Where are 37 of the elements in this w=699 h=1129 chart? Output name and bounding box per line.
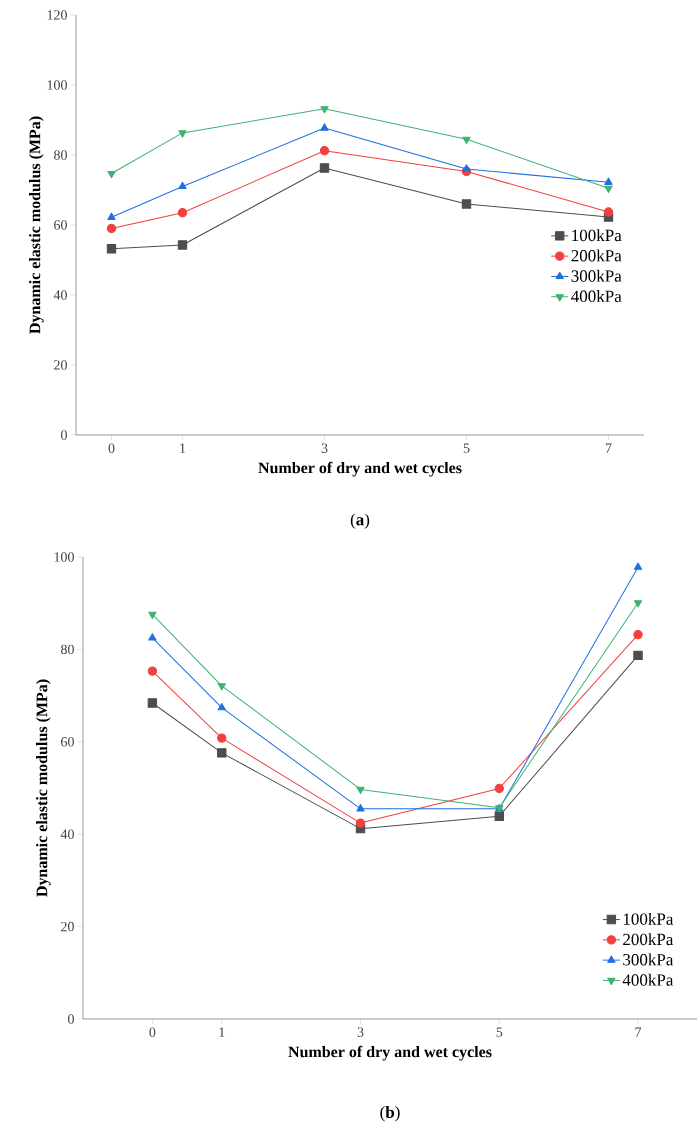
y-tick-label: 40 — [60, 829, 74, 839]
y-tick-label: 100 — [54, 552, 74, 562]
legend-label: 400kPa — [622, 973, 674, 986]
legend-label: 100kPa — [572, 229, 622, 242]
y-tick-label: 20 — [61, 921, 74, 932]
x-axis-title: Number of dry and wet cycles — [288, 1045, 492, 1061]
y-tick-label: 60 — [54, 220, 67, 230]
y-tick-label: 0 — [61, 430, 67, 440]
y-axis-title: Dynamic elastic modulus (MPa) — [36, 679, 51, 897]
x-tick-label: 3 — [321, 443, 328, 453]
x-tick-label: 1 — [219, 1027, 225, 1037]
legend-label: 300kPa — [571, 269, 622, 282]
legend-label: 100kPa — [623, 912, 674, 925]
y-axis-title: Dynamic elastic modulus (MPa) — [29, 116, 44, 334]
x-tick-label: 5 — [463, 443, 470, 453]
text: (b) — [380, 1106, 400, 1122]
y-tick-label: 20 — [54, 360, 67, 370]
legend-label: 300kPa — [623, 953, 674, 966]
y-tick-label: 80 — [54, 150, 67, 160]
y-tick-label: 120 — [47, 10, 67, 20]
x-tick-label: 0 — [108, 443, 115, 453]
x-tick-label: 1 — [180, 443, 186, 453]
y-tick-label: 40 — [53, 290, 67, 300]
x-tick-label: 0 — [149, 1027, 156, 1037]
y-tick-label: 100 — [47, 80, 67, 90]
legend-label: 200kPa — [623, 933, 674, 946]
x-axis-title: Number of dry and wet cycles — [258, 461, 462, 477]
y-tick-label: 80 — [61, 644, 74, 655]
x-tick-label: 5 — [496, 1027, 503, 1037]
legend-label: 200kPa — [571, 249, 622, 262]
x-tick-label: 7 — [605, 443, 612, 453]
legend-label: 400kPa — [571, 290, 622, 303]
y-tick-label: 0 — [68, 1014, 74, 1024]
x-tick-label: 7 — [635, 1027, 642, 1037]
text: (a) — [350, 513, 370, 529]
y-tick-label: 60 — [61, 737, 74, 747]
x-tick-label: 3 — [357, 1027, 364, 1037]
